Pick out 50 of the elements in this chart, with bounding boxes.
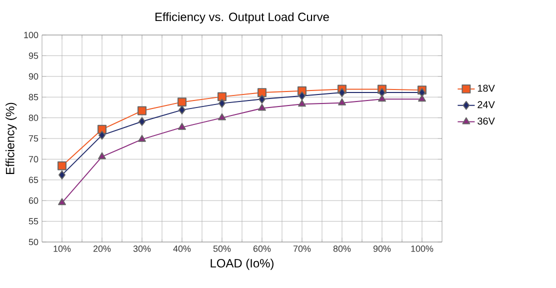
y-tick-label: 70 — [28, 156, 38, 162]
x-tick-label: 100% — [411, 246, 434, 252]
x-tick-label: 80% — [333, 246, 351, 252]
point — [58, 161, 66, 170]
point — [178, 122, 186, 130]
y-tick-label: 75 — [28, 135, 38, 142]
point — [258, 94, 266, 104]
point — [178, 98, 186, 107]
x-tick-label: 10% — [54, 246, 71, 252]
y-tick-label: 80 — [28, 114, 38, 121]
point — [258, 104, 266, 111]
point — [378, 94, 386, 102]
x-tick-label: 50% — [213, 246, 231, 252]
x-tick-label: 40% — [173, 246, 191, 252]
x-tick-label: 60% — [253, 246, 271, 252]
y-tick-label: 65 — [28, 176, 38, 184]
y-tick-label: 95 — [28, 52, 38, 59]
x-axis-title: LOAD (Io%) — [210, 258, 274, 270]
point — [138, 117, 146, 126]
point — [218, 113, 226, 120]
point — [338, 98, 346, 106]
x-tick-label: 70% — [293, 246, 311, 252]
x-tick-label: 20% — [93, 246, 111, 252]
point — [258, 88, 266, 98]
point — [58, 170, 66, 180]
point — [138, 134, 146, 142]
point — [418, 94, 426, 102]
point — [218, 98, 226, 108]
x-tick-label: 30% — [133, 246, 151, 252]
x-tick-label: 90% — [373, 246, 391, 252]
y-tick-label: 55 — [28, 218, 38, 224]
y-tick-label: 90 — [28, 73, 38, 80]
point — [298, 100, 306, 107]
y-axis-title: Efficiency (%) — [6, 102, 17, 174]
legend-label: 36V — [478, 118, 495, 125]
point — [138, 106, 146, 116]
chart-title: Efficiency vs. Output Load Curve — [155, 12, 329, 24]
point — [58, 198, 66, 206]
legend-label: 18V — [478, 84, 495, 92]
point — [98, 152, 106, 160]
y-tick-label: 85 — [28, 94, 38, 100]
y-tick-label: 100 — [24, 32, 38, 38]
y-tick-label: 60 — [28, 197, 38, 204]
point — [298, 91, 306, 100]
y-tick-label: 50 — [28, 238, 38, 246]
point — [338, 88, 346, 98]
point — [178, 105, 186, 114]
point — [218, 92, 226, 102]
point — [98, 130, 106, 140]
legend-label: 24V — [478, 101, 495, 108]
